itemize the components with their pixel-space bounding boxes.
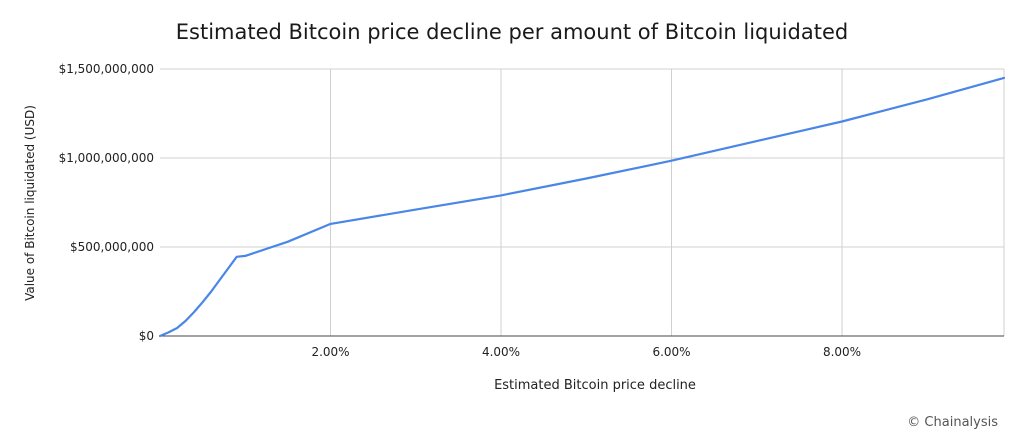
data-point: [193, 311, 195, 313]
data-point: [185, 320, 187, 322]
y-tick-label: $500,000,000: [70, 240, 154, 254]
data-point: [1003, 77, 1005, 79]
data-point: [244, 255, 246, 257]
data-point: [236, 256, 238, 258]
x-axis-label: Estimated Bitcoin price decline: [494, 378, 696, 393]
data-point: [330, 223, 332, 225]
x-tick-label: 6.00%: [652, 345, 690, 359]
x-tick-label: 2.00%: [311, 345, 349, 359]
data-point: [671, 160, 673, 162]
data-point: [176, 327, 178, 329]
y-tick-label: $0: [139, 329, 154, 343]
data-point: [500, 195, 502, 197]
data-point: [210, 291, 212, 293]
data-point: [202, 301, 204, 303]
x-tick-label: 4.00%: [482, 345, 520, 359]
data-point: [168, 332, 170, 334]
gridlines: [160, 68, 1005, 336]
series-line: [158, 76, 1006, 338]
x-tick-label: 8.00%: [823, 345, 861, 359]
tick-labels: $0 $500,000,000 $1,000,000,000 $1,500,000,0…: [59, 62, 862, 359]
data-point: [415, 209, 417, 211]
data-point: [585, 178, 587, 180]
data-point: [841, 121, 843, 123]
y-tick-label: $1,500,000,000: [59, 62, 154, 76]
data-point: [756, 140, 758, 142]
y-tick-label: $1,000,000,000: [59, 151, 154, 165]
data-point: [287, 241, 289, 243]
source-credit: © Chainalysis: [907, 415, 998, 430]
series-layer: [158, 76, 1006, 338]
data-point: [159, 335, 161, 337]
chart-title: Estimated Bitcoin price decline per amou…: [175, 20, 849, 44]
data-point: [219, 279, 221, 281]
data-point: [926, 98, 928, 100]
data-point: [227, 268, 229, 270]
